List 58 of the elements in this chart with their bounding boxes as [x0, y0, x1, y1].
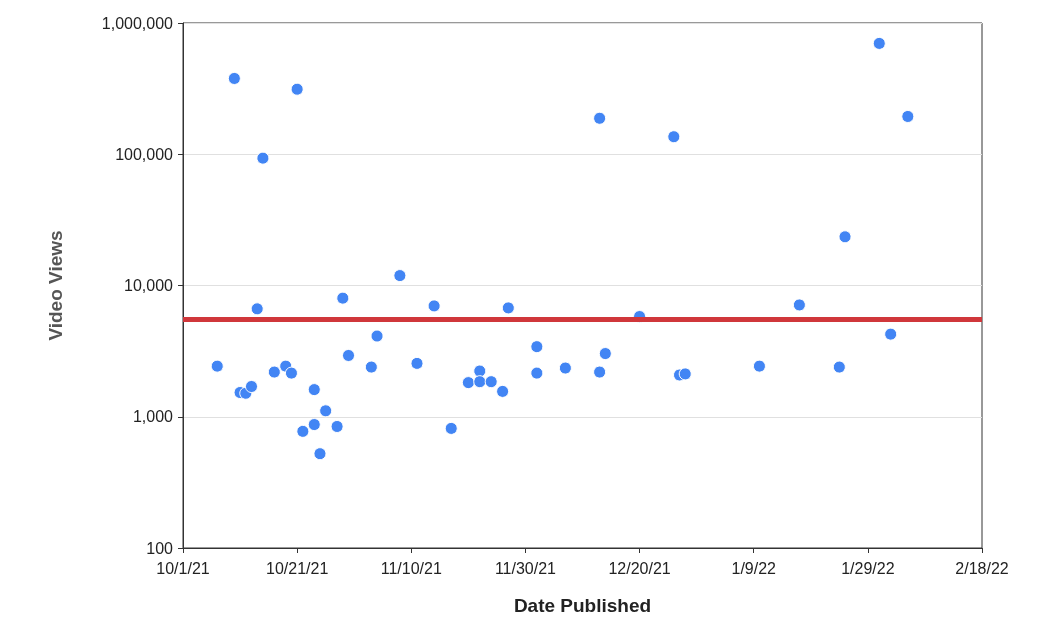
- point: [307, 383, 321, 397]
- point: [330, 419, 344, 433]
- y-tick-label: 1,000: [132, 408, 174, 426]
- point: [598, 347, 612, 361]
- point: [752, 359, 766, 373]
- point: [227, 71, 241, 85]
- point: [427, 299, 441, 313]
- point: [370, 329, 384, 343]
- point: [267, 365, 281, 379]
- point: [284, 366, 298, 380]
- y-tick-label: 1,000,000: [101, 14, 174, 32]
- point: [290, 82, 304, 96]
- point: [667, 130, 681, 144]
- x-tick-label: 12/20/21: [608, 559, 671, 577]
- point: [496, 384, 510, 398]
- y-tick-label: 100: [146, 539, 174, 557]
- x-tick-label: 2/18/22: [955, 559, 1009, 577]
- point: [364, 360, 378, 374]
- point: [501, 301, 515, 315]
- point: [838, 230, 852, 244]
- x-tick-label: 1/9/22: [731, 559, 777, 577]
- x-tick-label: 11/10/21: [380, 559, 442, 577]
- point: [307, 418, 321, 432]
- y-axis-title: Video Views: [45, 230, 66, 341]
- point: [530, 340, 544, 354]
- point: [484, 375, 498, 389]
- point: [473, 375, 487, 389]
- point: [530, 366, 544, 380]
- point: [884, 327, 898, 341]
- point: [558, 361, 572, 375]
- point: [313, 447, 327, 461]
- point: [444, 421, 458, 435]
- point: [593, 111, 607, 125]
- x-tick-label: 10/21/21: [266, 559, 329, 577]
- x-axis-title: Date Published: [513, 595, 652, 616]
- point: [410, 356, 424, 370]
- point: [245, 380, 258, 393]
- point: [319, 404, 333, 418]
- point: [250, 302, 264, 316]
- point: [872, 36, 886, 50]
- point: [296, 424, 310, 438]
- point: [473, 364, 487, 378]
- x-tick-label: 10/1/21: [156, 559, 210, 577]
- x-tick-label: 11/30/21: [494, 559, 557, 577]
- point: [342, 348, 356, 362]
- point: [393, 269, 407, 283]
- x-tick-label: 1/29/22: [841, 559, 895, 577]
- point: [678, 367, 692, 381]
- point: [336, 291, 350, 305]
- y-tick-label: 100,000: [115, 145, 174, 163]
- y-tick-label: 10,000: [124, 277, 174, 294]
- point: [461, 376, 475, 390]
- point: [593, 365, 607, 379]
- point: [792, 298, 806, 312]
- point: [210, 359, 224, 373]
- point: [832, 360, 846, 374]
- point: [901, 109, 915, 123]
- point: [256, 151, 270, 165]
